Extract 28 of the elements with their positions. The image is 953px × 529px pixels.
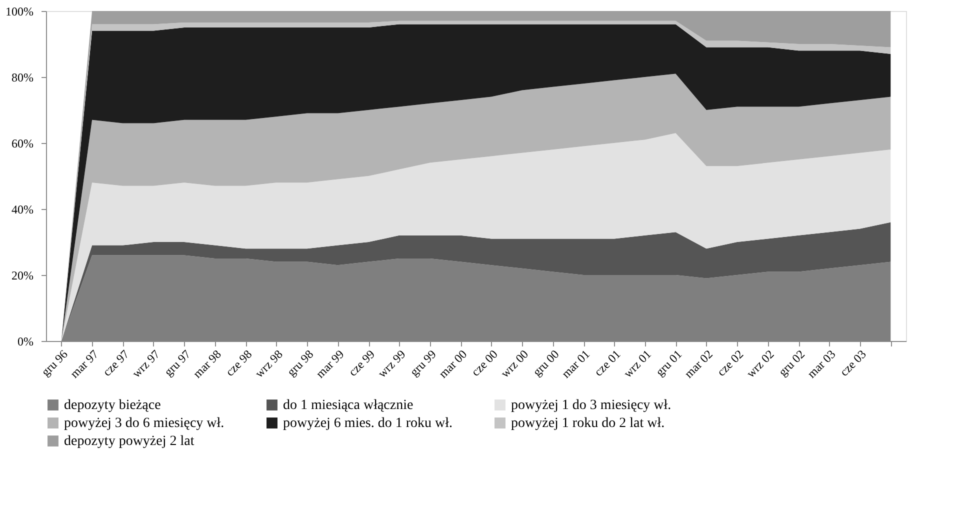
legend-label: powyżej 1 roku do 2 lat wł.: [511, 416, 665, 431]
legend-label: depozyty powyżej 2 lat: [64, 434, 194, 449]
legend-label: powyżej 6 mies. do 1 roku wł.: [283, 416, 453, 431]
x-tick-label: cze 00: [468, 347, 500, 379]
x-tick-label: cze 99: [346, 347, 378, 379]
x-tick-label: mar 03: [804, 347, 838, 381]
x-tick-label: wrz 99: [374, 347, 408, 380]
legend-label: powyżej 3 do 6 miesięcy wł.: [64, 416, 224, 431]
y-tick-label: 100%: [6, 4, 34, 18]
y-tick-label: 20%: [12, 268, 34, 282]
x-tick-label: cze 97: [100, 347, 132, 379]
y-tick-label: 40%: [12, 202, 34, 216]
x-tick-label: wrz 97: [129, 347, 162, 380]
x-tick-label: wrz 01: [620, 347, 654, 380]
x-tick-label: wrz 02: [744, 347, 777, 380]
legend-label: do 1 miesiąca włącznie: [283, 398, 414, 413]
legend-label: powyżej 1 do 3 miesięcy wł.: [511, 398, 672, 413]
x-tick-label: cze 01: [591, 347, 624, 379]
x-tick-label: cze 03: [837, 347, 869, 379]
legend-label: depozyty bieżące: [64, 398, 161, 413]
x-tick-label: wrz 98: [252, 347, 286, 380]
y-tick-label: 0%: [18, 334, 34, 348]
x-tick-label: wrz 00: [498, 347, 532, 380]
x-tick-label: cze 02: [714, 347, 746, 379]
x-tick-label: cze 98: [222, 347, 255, 379]
y-tick-label: 80%: [12, 70, 34, 84]
x-tick-label: gru 02: [776, 347, 808, 379]
y-tick-label: 60%: [12, 136, 34, 150]
